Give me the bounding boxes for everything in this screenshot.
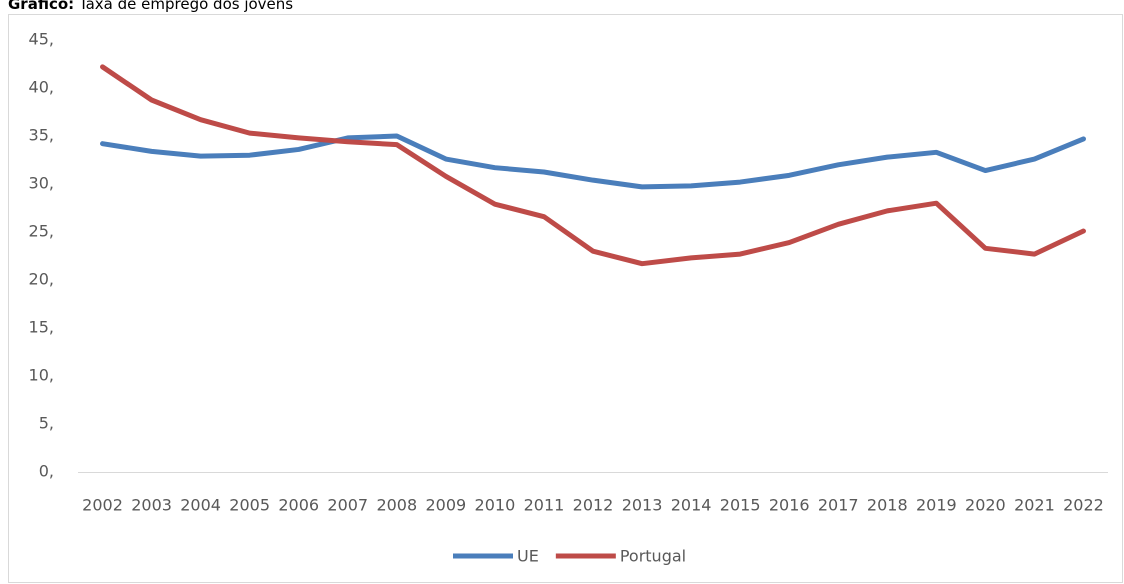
x-tick-label: 2004 — [180, 496, 221, 515]
y-tick-label: 45, — [29, 30, 54, 49]
x-tick-label: 2013 — [622, 496, 663, 515]
x-tick-label: 2009 — [425, 496, 466, 515]
x-tick-label: 2011 — [524, 496, 565, 515]
x-tick-label: 2018 — [867, 496, 908, 515]
y-tick-label: 0, — [39, 462, 54, 481]
x-tick-label: 2003 — [131, 496, 172, 515]
x-tick-label: 2007 — [327, 496, 368, 515]
y-tick-label: 15, — [29, 318, 54, 337]
x-tick-label: 2002 — [82, 496, 123, 515]
x-tick-label: 2021 — [1014, 496, 1055, 515]
y-tick-label: 40, — [29, 78, 54, 97]
x-tick-label: 2008 — [376, 496, 417, 515]
x-tick-label: 2012 — [573, 496, 614, 515]
x-tick-label: 2015 — [720, 496, 761, 515]
x-tick-label: 2016 — [769, 496, 810, 515]
x-tick-label: 2006 — [278, 496, 319, 515]
legend-label: UE — [517, 547, 539, 566]
title-text: Taxa de emprego dos jovens — [78, 0, 293, 13]
x-tick-label: 2020 — [965, 496, 1006, 515]
y-tick-label: 5, — [39, 414, 54, 433]
series-line — [100, 133, 1086, 190]
y-tick-label: 25, — [29, 222, 54, 241]
y-tick-label: 10, — [29, 366, 54, 385]
y-tick-label: 20, — [29, 270, 54, 289]
x-tick-label: 2019 — [916, 496, 957, 515]
x-tick-label: 2022 — [1063, 496, 1104, 515]
y-tick-label: 35, — [29, 126, 54, 145]
series-line — [100, 64, 1086, 267]
x-tick-label: 2017 — [818, 496, 859, 515]
chart-frame — [8, 14, 1123, 583]
title-label: Gráfico: — [8, 0, 74, 13]
legend-label: Portugal — [620, 547, 686, 566]
y-tick-label: 30, — [29, 174, 54, 193]
chart-title: Gráfico: Taxa de emprego dos jovens — [8, 0, 293, 13]
x-tick-label: 2010 — [475, 496, 516, 515]
x-tick-label: 2014 — [671, 496, 712, 515]
x-tick-label: 2005 — [229, 496, 270, 515]
